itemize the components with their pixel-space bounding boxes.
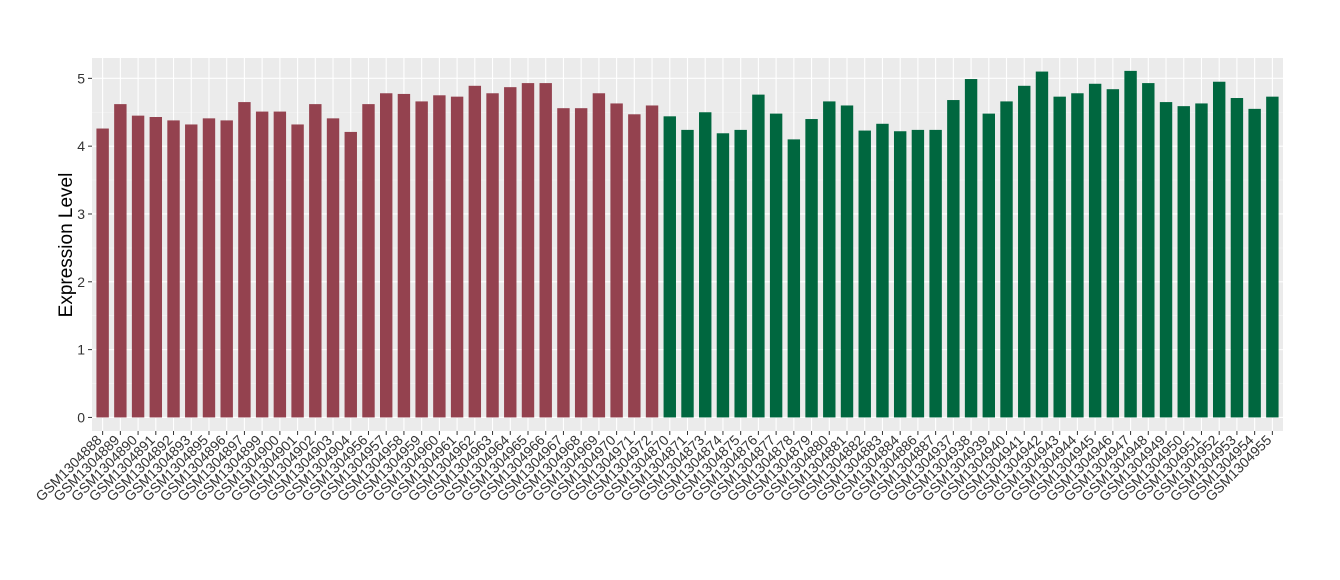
bar-GSM1304886 <box>911 129 925 418</box>
bar-GSM1304971 <box>628 114 641 418</box>
bar-GSM1304901 <box>291 124 304 418</box>
bar-GSM1304944 <box>1071 93 1084 418</box>
bar-GSM1304966 <box>539 83 552 418</box>
y-tick-label: 0 <box>77 409 85 425</box>
bar-GSM1304951 <box>1195 103 1208 418</box>
x-axis: GSM1304888GSM1304889GSM1304890GSM1304891… <box>32 431 1275 504</box>
bar-GSM1304877 <box>769 113 783 418</box>
bar-GSM1304873 <box>699 112 712 418</box>
bar-GSM1304881 <box>840 105 854 418</box>
bar-GSM1304972 <box>645 105 659 418</box>
bar-GSM1304968 <box>574 108 588 418</box>
bar-GSM1304945 <box>1088 83 1102 418</box>
y-tick-label: 3 <box>77 206 85 222</box>
bar-GSM1304950 <box>1177 106 1190 418</box>
bar-GSM1304903 <box>326 118 340 418</box>
bar-GSM1304943 <box>1053 96 1066 418</box>
bar-GSM1304887 <box>929 129 942 418</box>
bar-GSM1304884 <box>893 131 907 418</box>
bar-GSM1304954 <box>1248 108 1261 418</box>
bar-GSM1304952 <box>1212 81 1226 418</box>
bar-GSM1304958 <box>397 93 411 418</box>
bar-GSM1304963 <box>486 93 499 418</box>
bar-GSM1304953 <box>1230 98 1244 418</box>
bar-GSM1304946 <box>1106 89 1120 418</box>
y-tick-label: 2 <box>77 274 85 290</box>
bar-GSM1304957 <box>380 93 393 418</box>
bar-GSM1304940 <box>1000 101 1013 418</box>
bar-GSM1304961 <box>450 96 464 418</box>
bar-GSM1304871 <box>681 129 694 418</box>
bar-GSM1304956 <box>362 104 375 418</box>
bar-GSM1304899 <box>255 111 269 418</box>
bar-GSM1304970 <box>610 103 623 418</box>
bar-GSM1304939 <box>982 113 995 418</box>
y-tick-label: 5 <box>77 70 85 86</box>
bar-GSM1304941 <box>1018 85 1031 418</box>
bar-GSM1304965 <box>521 83 535 418</box>
bar-GSM1304897 <box>238 102 251 418</box>
bar-GSM1304892 <box>167 120 180 418</box>
bar-GSM1304875 <box>734 129 747 418</box>
bars <box>96 70 1279 418</box>
bar-GSM1304902 <box>309 104 322 418</box>
bar-GSM1304938 <box>964 79 978 418</box>
bar-GSM1304878 <box>787 139 801 418</box>
bar-GSM1304967 <box>557 108 570 418</box>
bar-GSM1304948 <box>1142 83 1155 418</box>
bar-GSM1304880 <box>823 101 836 418</box>
bar-GSM1304874 <box>716 133 730 418</box>
bar-GSM1304888 <box>96 128 109 418</box>
bar-GSM1304876 <box>752 94 765 418</box>
bar-GSM1304942 <box>1035 71 1049 418</box>
bar-GSM1304891 <box>149 117 163 418</box>
bar-GSM1304955 <box>1266 96 1279 418</box>
bar-GSM1304882 <box>858 130 871 418</box>
bar-GSM1304964 <box>504 87 517 418</box>
bar-GSM1304904 <box>344 131 357 418</box>
bar-GSM1304870 <box>663 116 676 418</box>
y-axis: 0 1 2 3 4 5 <box>77 70 92 425</box>
bar-GSM1304890 <box>131 115 145 418</box>
bar-GSM1304949 <box>1159 102 1173 418</box>
y-axis-label: Expression Level <box>56 173 77 318</box>
bar-GSM1304937 <box>947 100 960 418</box>
bar-GSM1304883 <box>876 123 889 418</box>
bar-GSM1304962 <box>468 85 482 418</box>
y-tick-label: 4 <box>77 138 85 154</box>
bar-GSM1304895 <box>202 118 216 418</box>
bar-GSM1304893 <box>185 124 198 418</box>
bar-GSM1304960 <box>433 95 446 418</box>
y-tick-label: 1 <box>77 342 85 358</box>
bar-GSM1304879 <box>805 119 818 418</box>
bar-GSM1304947 <box>1124 70 1137 418</box>
bar-GSM1304889 <box>114 104 127 418</box>
bar-GSM1304896 <box>220 120 233 418</box>
bar-GSM1304959 <box>415 101 428 418</box>
bar-GSM1304900 <box>273 111 287 418</box>
bar-GSM1304969 <box>592 93 606 418</box>
